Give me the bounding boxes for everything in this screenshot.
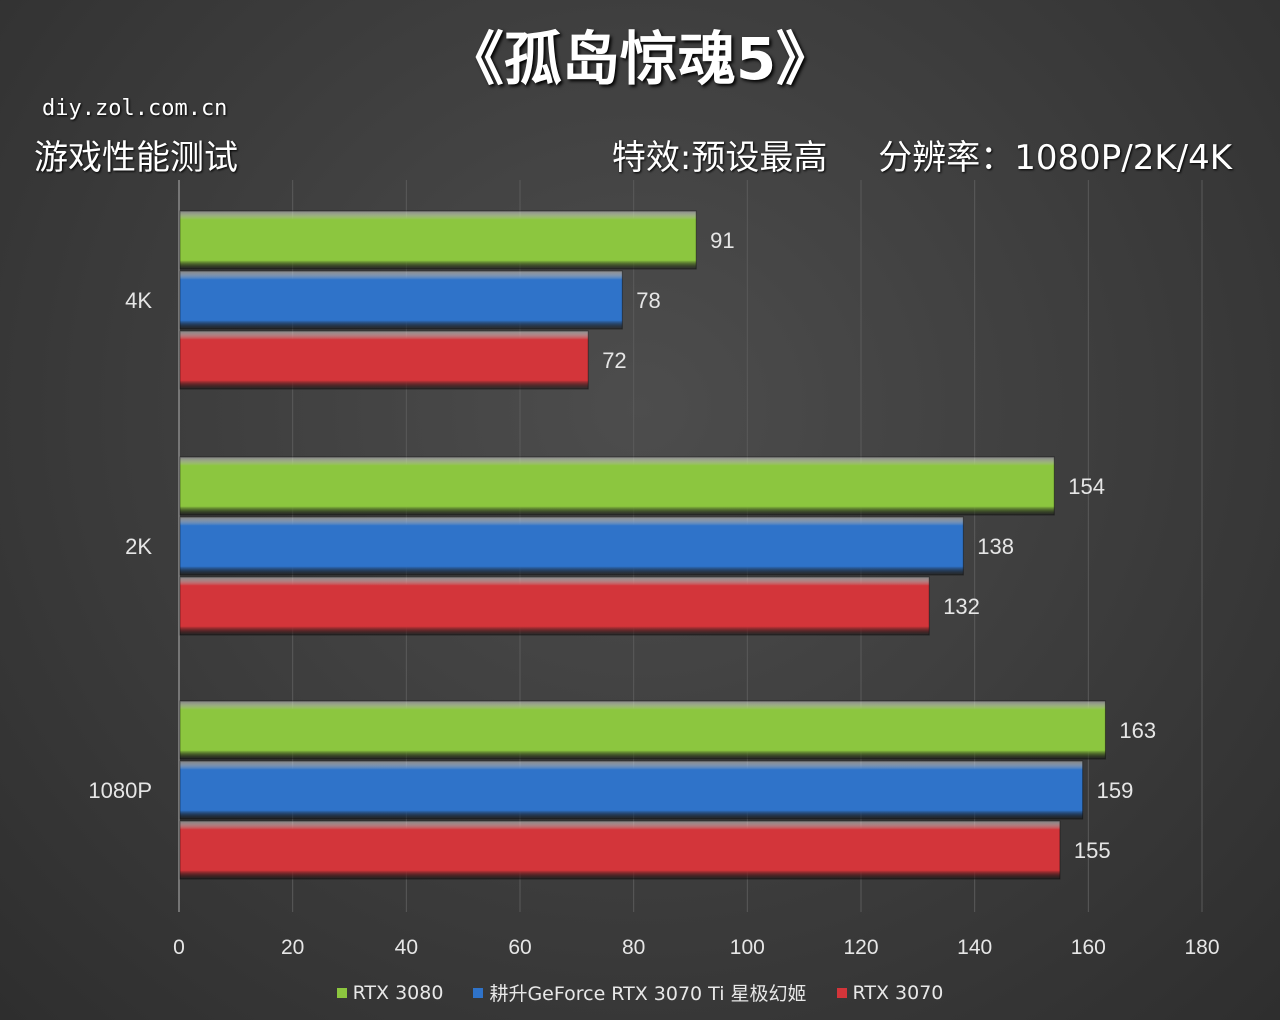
legend-label: RTX 3070 xyxy=(852,981,944,1004)
data-label: 138 xyxy=(977,534,1014,559)
bar xyxy=(179,330,589,390)
x-tick-label: 120 xyxy=(843,936,878,959)
legend-item: RTX 3070 xyxy=(836,979,944,1006)
legend-swatch xyxy=(473,987,484,998)
data-label: 159 xyxy=(1097,778,1134,803)
x-tick-label: 160 xyxy=(1071,936,1106,959)
chart-title: 《孤岛惊魂5》 xyxy=(445,25,835,93)
x-tick-label: 100 xyxy=(730,936,765,959)
effects-setting: 特效:预设最高 xyxy=(611,138,828,178)
legend-label: 耕升GeForce RTX 3070 Ti 星极幻姬 xyxy=(489,983,807,1005)
x-tick-label: 140 xyxy=(957,936,992,959)
bar xyxy=(179,820,1061,880)
bar xyxy=(179,456,1055,516)
y-category-label: 1080P xyxy=(88,778,152,803)
data-label: 154 xyxy=(1068,474,1105,499)
bar xyxy=(179,210,697,270)
legend-label: RTX 3080 xyxy=(352,981,444,1004)
y-category-label: 2K xyxy=(125,534,152,559)
legend: RTX 3080 耕升GeForce RTX 3070 Ti 星极幻姬 RTX … xyxy=(0,979,1280,1006)
data-label: 163 xyxy=(1119,718,1156,743)
data-label: 132 xyxy=(943,594,980,619)
bar xyxy=(179,700,1106,760)
bar xyxy=(179,576,930,636)
legend-swatch xyxy=(336,987,347,998)
data-label: 91 xyxy=(710,228,734,253)
x-tick-label: 20 xyxy=(281,936,304,959)
settings-label: 特效:预设最高 分辨率：1080P/2K/4K xyxy=(572,130,1232,179)
x-tick-label: 40 xyxy=(395,936,418,959)
y-category-label: 4K xyxy=(125,288,152,313)
bar xyxy=(179,760,1084,820)
bar xyxy=(179,270,623,330)
data-label: 72 xyxy=(602,348,626,373)
x-tick-label: 180 xyxy=(1184,936,1219,959)
bar xyxy=(179,516,964,576)
x-tick-label: 80 xyxy=(622,936,645,959)
data-label: 155 xyxy=(1074,838,1111,863)
resolution-setting: 分辨率：1080P/2K/4K xyxy=(878,138,1232,178)
legend-item: 耕升GeForce RTX 3070 Ti 星极幻姬 xyxy=(473,979,807,1006)
legend-item: RTX 3080 xyxy=(336,979,444,1006)
source-label: diy.zol.com.cn xyxy=(42,96,228,121)
x-tick-label: 60 xyxy=(508,936,531,959)
legend-swatch xyxy=(836,987,847,998)
chart-subtitle: 游戏性能测试 xyxy=(34,138,238,178)
x-tick-label: 0 xyxy=(173,936,185,959)
data-label: 78 xyxy=(636,288,660,313)
